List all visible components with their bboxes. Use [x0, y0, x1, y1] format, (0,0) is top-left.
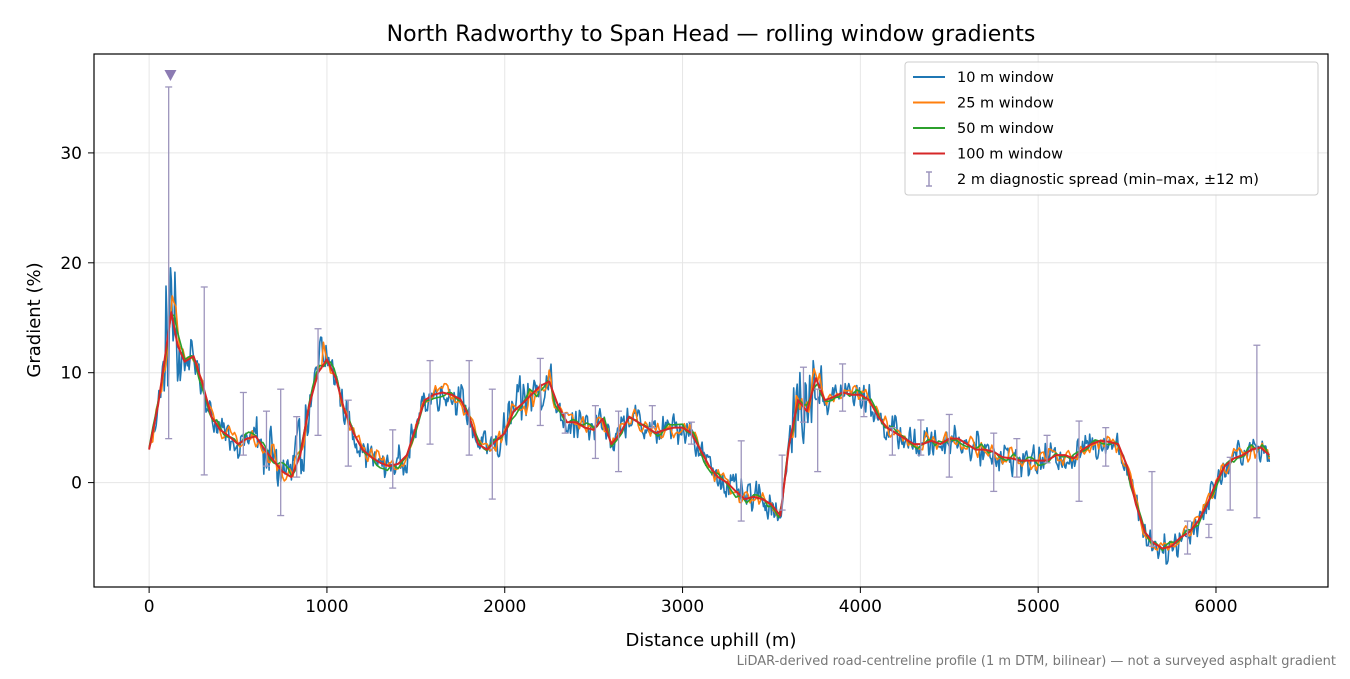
errorbar — [839, 363, 847, 412]
legend-item: 100 m window — [913, 147, 1063, 163]
errorbar — [293, 416, 301, 478]
errorbar — [990, 432, 998, 493]
series-layer — [148, 267, 1271, 565]
errorbar — [426, 359, 434, 445]
errorbar — [314, 328, 322, 436]
x-tick-label: 1000 — [305, 597, 348, 617]
series-line-25m — [148, 295, 1271, 551]
errorbar — [917, 419, 925, 456]
errorbar — [1148, 470, 1156, 547]
errorbar — [945, 413, 953, 478]
y-tick-label: 20 — [60, 254, 82, 274]
legend-label: 10 m window — [957, 70, 1054, 86]
errorbar — [814, 388, 822, 473]
x-tick-label: 5000 — [1017, 597, 1060, 617]
errorbar — [488, 388, 496, 500]
errorbar — [1226, 456, 1234, 511]
series-line-100m — [148, 311, 1270, 550]
errorbar — [536, 357, 544, 427]
y-axis-ticks: 0 10 20 30 — [60, 144, 94, 494]
x-tick-label: 2000 — [483, 597, 526, 617]
y-axis-label: Gradient (%) — [24, 262, 45, 377]
errorbar — [1102, 426, 1110, 467]
series-line-50m — [148, 314, 1271, 552]
legend-item: 10 m window — [913, 70, 1054, 86]
legend-label: 25 m window — [957, 96, 1054, 112]
x-axis-ticks: 0 1000 2000 3000 4000 5000 6000 — [144, 587, 1238, 617]
x-axis-label: Distance uphill (m) — [626, 630, 797, 651]
y-tick-label: 30 — [60, 144, 82, 164]
series-line-10m — [148, 267, 1271, 565]
y-tick-label: 10 — [60, 364, 82, 384]
chart-title: North Radworthy to Span Head — rolling w… — [387, 22, 1036, 47]
errorbar — [648, 405, 656, 429]
legend-box — [904, 61, 1319, 196]
errorbar — [737, 440, 745, 522]
errorbar — [860, 399, 868, 418]
legend-item: 50 m window — [913, 121, 1054, 137]
errorbar — [1075, 420, 1083, 502]
errorbar — [465, 359, 473, 456]
legend-item: 25 m window — [913, 96, 1054, 112]
legend-item: 2 m diagnostic spread (min–max, ±12 m) — [926, 171, 1259, 188]
errorbar — [239, 391, 247, 456]
errorbar — [888, 426, 896, 456]
errorbar — [799, 366, 807, 423]
footnote: LiDAR-derived road-centreline profile (1… — [737, 654, 1336, 669]
errorbar — [778, 454, 786, 511]
legend-label: 100 m window — [957, 147, 1063, 163]
errorbar — [1184, 520, 1192, 555]
errorbar — [687, 421, 695, 445]
errorbar — [165, 86, 173, 440]
errorbar — [615, 410, 623, 473]
x-tick-label: 6000 — [1194, 597, 1237, 617]
marker-layer — [164, 69, 177, 81]
errorbar — [1043, 434, 1051, 464]
errorbar — [591, 405, 599, 460]
errorbar-layer — [165, 86, 1261, 555]
legend-label: 2 m diagnostic spread (min–max, ±12 m) — [957, 172, 1259, 188]
x-tick-label: 4000 — [839, 597, 882, 617]
legend: 10 m window 25 m window 50 m window 100 m w… — [904, 61, 1319, 196]
errorbar — [1013, 437, 1021, 478]
errorbar — [1253, 344, 1261, 519]
errorbar — [389, 429, 397, 489]
legend-label: 50 m window — [957, 121, 1054, 137]
peak-marker — [164, 69, 177, 81]
errorbar — [262, 410, 270, 467]
errorbar — [561, 412, 569, 434]
errorbar — [1205, 523, 1213, 539]
y-tick-label: 0 — [71, 474, 82, 494]
plot-frame — [93, 53, 1329, 588]
x-tick-label: 3000 — [661, 597, 704, 617]
errorbar — [277, 388, 285, 517]
errorbar — [344, 399, 352, 467]
errorbar — [200, 286, 208, 476]
x-tick-label: 0 — [144, 597, 155, 617]
